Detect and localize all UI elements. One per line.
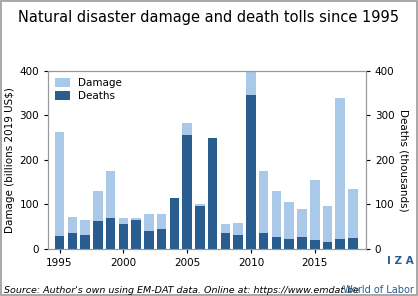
Bar xyxy=(170,198,179,249)
Bar xyxy=(55,236,64,249)
Bar xyxy=(80,235,90,249)
Bar xyxy=(221,224,230,249)
Bar xyxy=(246,64,256,249)
Bar xyxy=(182,135,192,249)
Bar xyxy=(208,138,217,249)
Bar xyxy=(195,205,205,249)
Y-axis label: Deaths (thousands): Deaths (thousands) xyxy=(398,109,408,211)
Bar xyxy=(259,233,268,249)
Bar xyxy=(93,191,102,249)
Bar xyxy=(55,132,64,249)
Bar xyxy=(221,233,230,249)
Bar xyxy=(348,237,358,249)
Bar xyxy=(272,191,281,249)
Bar xyxy=(297,209,307,249)
Text: Natural disaster damage and death tolls since 1995: Natural disaster damage and death tolls … xyxy=(18,10,400,25)
Bar xyxy=(182,123,192,249)
Bar xyxy=(131,218,141,249)
Bar xyxy=(80,220,90,249)
Bar xyxy=(323,242,332,249)
Bar xyxy=(323,207,332,249)
Bar xyxy=(336,98,345,249)
Bar xyxy=(131,220,141,249)
Bar xyxy=(348,189,358,249)
Bar xyxy=(93,221,102,249)
Bar xyxy=(246,95,256,249)
Bar xyxy=(208,208,217,249)
Bar xyxy=(68,217,77,249)
Bar xyxy=(310,180,319,249)
Y-axis label: Damage (billions 2019 US$): Damage (billions 2019 US$) xyxy=(5,87,15,233)
Bar xyxy=(68,233,77,249)
Bar xyxy=(336,239,345,249)
Bar xyxy=(284,202,294,249)
Text: Source: Author's own using EM-DAT data. Online at: https://www.emdat.be: Source: Author's own using EM-DAT data. … xyxy=(4,286,359,295)
Bar xyxy=(195,204,205,249)
Bar xyxy=(106,218,115,249)
Bar xyxy=(144,231,154,249)
Text: World of Labor: World of Labor xyxy=(343,284,414,295)
Bar xyxy=(233,223,243,249)
Bar xyxy=(119,224,128,249)
Bar xyxy=(170,198,179,249)
Bar xyxy=(119,218,128,249)
Bar xyxy=(284,239,294,249)
Bar xyxy=(259,171,268,249)
Bar xyxy=(310,240,319,249)
Bar xyxy=(144,214,154,249)
Bar xyxy=(272,237,281,249)
Bar xyxy=(106,171,115,249)
Bar xyxy=(297,237,307,249)
Bar xyxy=(157,229,166,249)
Bar xyxy=(233,235,243,249)
Legend: Damage, Deaths: Damage, Deaths xyxy=(53,76,124,103)
Bar xyxy=(157,214,166,249)
Text: I Z A: I Z A xyxy=(387,256,414,266)
